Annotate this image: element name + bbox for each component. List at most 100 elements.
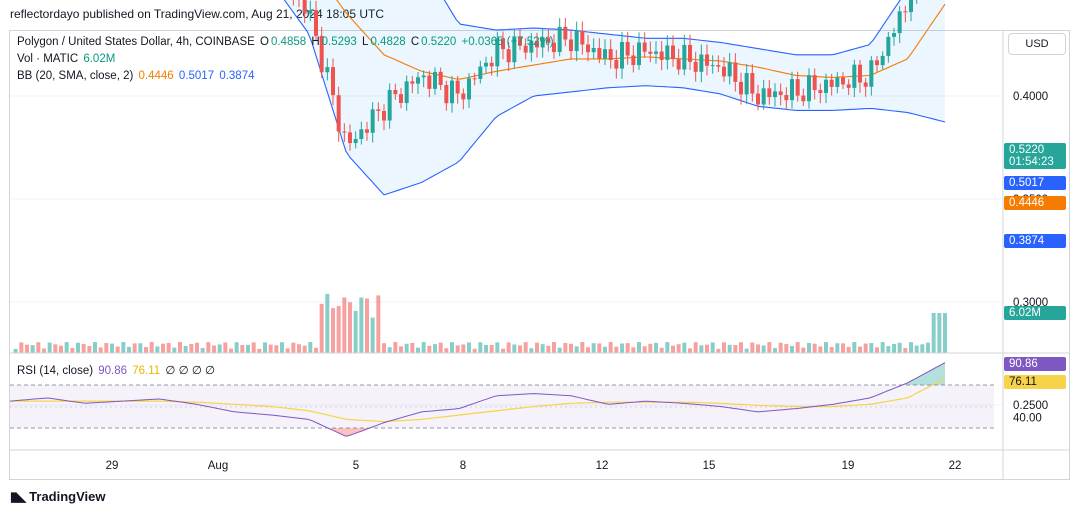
volume-bar [47, 342, 52, 353]
volume-bar [501, 348, 505, 353]
volume-bar [523, 342, 528, 353]
change-value: +0.0365 (+7.52%) [461, 36, 554, 48]
volume-bar [903, 347, 908, 353]
volume-bar [268, 344, 273, 353]
symbol-legend[interactable]: Polygon / United States Dollar, 4h, COIN… [17, 36, 556, 48]
chart-frame[interactable] [9, 30, 1070, 480]
candle-body [682, 44, 687, 70]
volume-bar [76, 342, 80, 353]
volume-bar [784, 344, 789, 353]
volume-bar [138, 343, 143, 353]
volume-bar [195, 342, 199, 353]
volume-bar [319, 303, 324, 353]
candle-body [325, 67, 330, 73]
time-tick-label: 8 [460, 460, 466, 472]
rsi-line [9, 362, 946, 437]
volume-bar [115, 346, 120, 353]
rsi-overbought-fill [902, 362, 945, 385]
volume-label: Vol · MATIC [17, 53, 79, 65]
bb-basis-tag: 0.4446 [1004, 196, 1066, 210]
candle-body [637, 42, 641, 66]
bb-upper-value: 0.5017 [178, 70, 215, 82]
volume-bar [161, 343, 165, 353]
volume-bar [42, 348, 46, 353]
time-tick-label: 22 [949, 460, 962, 472]
bb-upper-tag: 0.5017 [1004, 176, 1066, 190]
volume-bar [693, 342, 698, 353]
volume-bar [229, 348, 233, 353]
candle-body [608, 49, 613, 60]
volume-bar [342, 297, 347, 353]
volume-bar [540, 344, 545, 353]
volume-bar [892, 343, 896, 353]
volume-tag: 6.02M [1004, 306, 1066, 320]
candle-body [710, 65, 715, 67]
bb-legend[interactable]: BB (20, SMA, close, 2) 0.4446 0.5017 0.3… [17, 70, 257, 82]
volume-bar [450, 342, 454, 353]
volume-bar [64, 342, 69, 353]
volume-bar [189, 344, 194, 353]
candle-body [552, 42, 556, 53]
candle-body [467, 78, 471, 100]
volume-bar [183, 345, 188, 353]
volume-bar [909, 342, 913, 353]
last-price-value: 0.5220 [1009, 144, 1045, 156]
bar-countdown: 01:54:23 [1009, 156, 1054, 168]
volume-bar [824, 342, 828, 353]
volume-bar [625, 343, 630, 353]
volume-bar [70, 347, 75, 353]
volume-bar [943, 313, 947, 353]
rsi-ma-value: 76.11 [132, 365, 161, 377]
currency-button[interactable]: USD [1008, 33, 1066, 55]
tradingview-footer[interactable]: ▮◣ TradingView [10, 489, 106, 505]
volume-bar [331, 308, 335, 353]
volume-bar [291, 342, 296, 353]
volume-bar [716, 348, 721, 353]
candle-body [342, 131, 347, 133]
price-tick-label: 0.2500 [1013, 400, 1048, 412]
volume-bars [13, 293, 947, 353]
rsi-label: RSI (14, close) [17, 365, 94, 377]
volume-bar [659, 347, 664, 353]
candle-body [892, 33, 896, 37]
candle-body [382, 110, 386, 121]
candle-body [716, 65, 721, 67]
volume-bar [591, 343, 596, 353]
volume-bar [314, 347, 318, 353]
bollinger-lower-line [283, 0, 946, 196]
volume-bar [280, 342, 284, 353]
candle-body [750, 73, 755, 94]
volume-bar [206, 342, 211, 353]
candle-body [886, 36, 891, 56]
time-tick-label: 12 [596, 460, 609, 472]
bollinger-band-fill [284, 0, 945, 195]
volume-bar [455, 345, 460, 353]
volume-bar [461, 344, 466, 353]
low-value: 0.4828 [370, 36, 406, 48]
rsi-legend[interactable]: RSI (14, close) 90.86 76.11 ∅ ∅ ∅ ∅ [17, 363, 217, 377]
candle-body [399, 94, 403, 104]
volume-bar [382, 343, 386, 353]
candle-body [909, 0, 913, 13]
volume-bar [597, 343, 602, 353]
volume-bar [19, 342, 24, 353]
symbol-title: Polygon / United States Dollar, 4h, COIN… [17, 36, 255, 48]
candle-body [512, 36, 517, 63]
candle-body [784, 95, 789, 101]
volume-bar [393, 342, 398, 353]
close-label: C [410, 36, 420, 48]
volume-bar [818, 346, 823, 353]
bb-lower-tag: 0.3874 [1004, 234, 1066, 248]
volume-bar [489, 344, 494, 353]
candle-body [739, 81, 743, 95]
candle-body [835, 77, 840, 87]
rsi-tick-label: 40.00 [1013, 412, 1042, 424]
candle-body [461, 93, 466, 100]
volume-bar [421, 342, 426, 353]
open-value: 0.4858 [270, 36, 307, 48]
volume-legend[interactable]: Vol · MATIC 6.02M [17, 53, 117, 65]
volume-bar [580, 342, 585, 353]
volume-bar [348, 302, 352, 353]
volume-bar [790, 345, 794, 353]
